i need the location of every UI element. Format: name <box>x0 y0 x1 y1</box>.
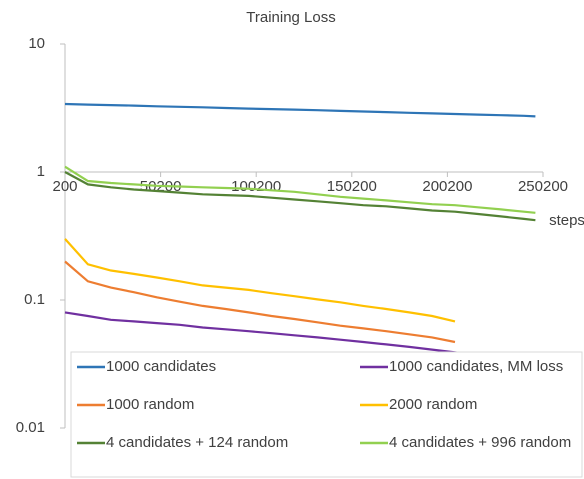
legend-label: 2000 random <box>389 396 477 413</box>
y-tick-label: 0.01 <box>16 419 45 436</box>
x-tick-label: 250200 <box>518 178 568 195</box>
series-line <box>64 171 536 222</box>
legend-label: 4 candidates + 996 random <box>389 434 571 451</box>
legend-label: 1000 random <box>106 396 194 413</box>
y-tick-label: 0.1 <box>24 291 45 308</box>
series-line <box>64 165 536 214</box>
y-tick-label: 10 <box>28 35 45 52</box>
series-line <box>64 260 456 344</box>
legend-label: 4 candidates + 124 random <box>106 434 288 451</box>
legend-label: 1000 candidates <box>106 358 216 375</box>
x-axis-label: steps <box>549 212 584 229</box>
x-tick-label: 100200 <box>231 178 281 195</box>
x-tick-label: 150200 <box>327 178 377 195</box>
legend-box <box>70 351 583 478</box>
series-line <box>64 102 536 118</box>
x-tick-label: 200 <box>52 178 77 195</box>
series-line <box>64 238 456 323</box>
y-tick-label: 1 <box>37 163 45 180</box>
legend-label: 1000 candidates, MM loss <box>389 358 563 375</box>
x-tick-label: 200200 <box>422 178 472 195</box>
chart-title: Training Loss <box>246 9 336 26</box>
